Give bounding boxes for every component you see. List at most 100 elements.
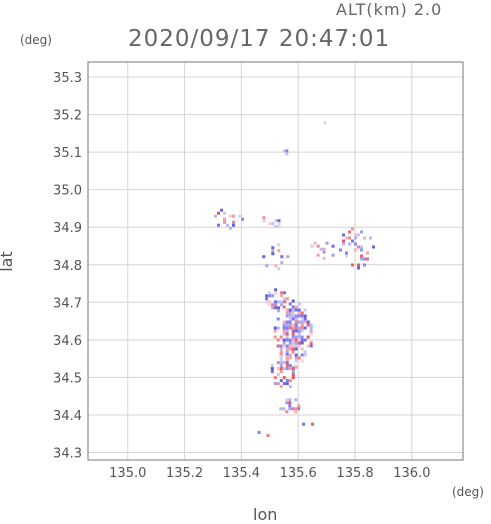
echo-cell [294, 317, 298, 321]
echo-cell [294, 344, 298, 348]
echo-cell [363, 263, 366, 267]
echo-cell [279, 355, 283, 359]
echo-cell [280, 291, 284, 295]
echo-cell [319, 247, 323, 251]
echo-cell [288, 364, 292, 368]
echo-cell [283, 297, 287, 301]
echo-cell [285, 320, 289, 324]
echo-cell [294, 341, 298, 345]
echo-cell [288, 407, 292, 411]
echo-cell [294, 407, 298, 411]
echo-cell [270, 367, 274, 371]
echo-cell [279, 364, 283, 368]
echo-cell [257, 431, 261, 434]
echo-cell [274, 264, 278, 268]
echo-cell [300, 335, 304, 339]
echo-cell [310, 244, 314, 248]
echo-cell [302, 422, 306, 426]
echo-cell [306, 344, 310, 348]
echo-cell [342, 242, 345, 246]
echo-cell [288, 404, 292, 408]
echo-cell [291, 367, 295, 371]
echo-cell [282, 323, 286, 327]
echo-cell [363, 236, 366, 240]
y-unit-label: (deg) [20, 33, 52, 47]
echo-cell [262, 255, 266, 259]
echo-cell [300, 353, 304, 357]
echo-cell [282, 329, 286, 333]
echo-cell [280, 303, 284, 307]
echo-cell [291, 365, 295, 369]
y-tick-label: 34.6 [53, 334, 82, 349]
echo-cell [286, 297, 290, 301]
echo-cell [280, 300, 284, 304]
echo-cell [283, 300, 287, 304]
echo-cell [229, 214, 232, 218]
echo-cell [309, 344, 313, 348]
echo-cell [288, 401, 292, 405]
echo-cell [309, 329, 313, 333]
echo-cell [300, 338, 304, 342]
echo-cell [282, 382, 286, 386]
echo-cell [238, 214, 241, 218]
echo-cell [285, 361, 289, 365]
echo-cell [309, 326, 313, 330]
echo-cell [294, 353, 298, 357]
y-tick-label: 35.2 [53, 109, 82, 124]
echo-cell [342, 233, 345, 237]
echo-cell [288, 347, 292, 351]
echo-cell [241, 217, 244, 221]
echo-cell [271, 222, 275, 226]
echo-cell [265, 297, 269, 301]
echo-cell [232, 223, 235, 227]
echo-cell [276, 367, 280, 371]
echo-cell [297, 329, 301, 333]
echo-cell [274, 291, 278, 295]
echo-cell [268, 300, 272, 304]
echo-cell [285, 347, 289, 351]
echo-cell [271, 246, 275, 250]
echo-cell [342, 239, 345, 243]
echo-cell [277, 309, 281, 313]
echo-cell [280, 261, 284, 265]
echo-cell [279, 379, 283, 383]
echo-cell [297, 404, 301, 408]
echo-cell [297, 326, 301, 330]
echo-cell [303, 308, 307, 312]
echo-cell [297, 308, 301, 312]
echo-cell [360, 257, 363, 261]
echo-cell [274, 306, 278, 310]
echo-cell [354, 248, 357, 252]
echo-cell [288, 326, 292, 330]
echo-cell [282, 361, 286, 365]
echo-cell [280, 294, 284, 298]
echo-cell [265, 264, 269, 268]
y-tick-label: 34.9 [53, 221, 82, 236]
echo-cell [271, 294, 275, 298]
echo-cell [223, 217, 226, 221]
echo-cell [313, 241, 317, 245]
echo-cell [285, 311, 289, 315]
echo-cell [306, 323, 310, 327]
echo-cell [291, 311, 295, 315]
echo-cell [277, 306, 281, 310]
echo-cell [297, 344, 301, 348]
echo-cell [360, 230, 363, 234]
y-tick-label: 34.5 [53, 371, 82, 386]
echo-cell [282, 332, 286, 336]
echo-cell [360, 245, 363, 249]
echo-cell [294, 314, 298, 318]
echo-cell [294, 323, 298, 327]
echo-cell [274, 303, 278, 307]
echo-cell [285, 332, 289, 336]
echo-cell [285, 344, 289, 348]
echo-cell [229, 226, 232, 230]
echo-cell [294, 365, 298, 369]
x-tick-label: 135.2 [166, 466, 203, 481]
echo-cell [309, 341, 313, 345]
echo-cell [303, 326, 307, 330]
echo-cell [291, 376, 295, 380]
echo-cell [291, 373, 295, 377]
echo-cell [288, 344, 292, 348]
echo-cell [279, 370, 283, 374]
